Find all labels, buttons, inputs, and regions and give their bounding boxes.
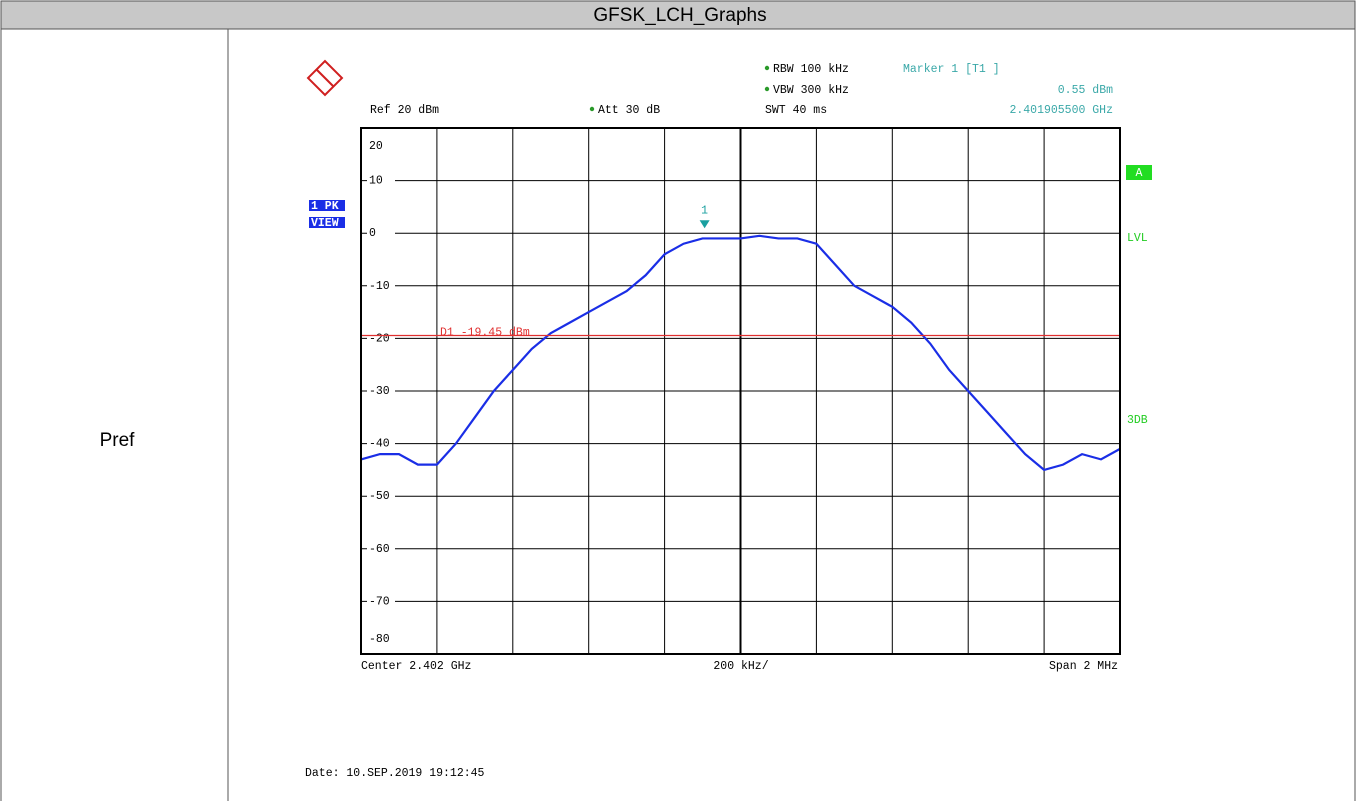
att: Att 30 dB [598,104,660,117]
y-tick-label: -20 [369,332,390,345]
marker-title: Marker 1 [T1 ] [903,63,1000,76]
header-title: GFSK_LCH_Graphs [593,5,766,26]
tick-label-bg [367,227,395,240]
y-tick-label: -50 [369,490,390,503]
y-tick-label: -60 [369,543,390,556]
trace-badge [309,217,345,228]
rbw: RBW 100 kHz [773,63,849,76]
tick-label-bg [367,174,395,187]
x-div: 200 kHz/ [713,660,768,673]
trace-badge [309,200,345,211]
y-tick-label: -40 [369,438,390,451]
tick-label-bg [367,490,395,503]
y-tick-label: -70 [369,595,390,608]
header-bar [0,0,1356,30]
marker [699,220,710,229]
rs-logo [306,59,344,97]
vbw: VBW 300 kHz [773,84,849,97]
trace-label: VIEW [311,217,339,230]
tick-label-bg [367,385,395,397]
y-tick-label: 10 [369,175,383,188]
db3-label: 3DB [1127,414,1148,427]
tick-label-bg [367,279,395,292]
marker-freq: 2.401905500 GHz [1009,104,1113,117]
x-center: Center 2.402 GHz [361,660,471,673]
y-tick-label: 20 [369,140,383,153]
row-label: Pref [100,430,136,451]
marker-label: 1 [701,204,708,217]
tick-label-bg [367,542,395,555]
y-tick-label: -30 [369,385,390,398]
tick-label-bg [367,633,395,645]
tick-label-bg [367,437,395,450]
star [589,65,770,112]
lvl-label: LVL [1127,232,1148,245]
a-badge [1126,165,1152,180]
y-tick-label: 0 [369,227,376,240]
ref: Ref 20 dBm [370,104,439,117]
a-label: A [1136,167,1143,180]
x-span: Span 2 MHz [1049,660,1118,673]
tick-label-bg [367,140,395,152]
tick-label-bg [367,595,395,608]
y-tick-label: -10 [369,280,390,293]
display-line-label: D1 -19.45 dBm [440,327,530,340]
swt: SWT 40 ms [765,104,827,117]
trace [360,234,1121,472]
trace-label: 1 PK [311,200,339,213]
date: Date: 10.SEP.2019 19:12:45 [305,767,485,780]
marker-level: 0.55 dBm [1058,84,1113,97]
y-tick-label: -80 [369,633,390,646]
plot-frame [360,127,1121,655]
